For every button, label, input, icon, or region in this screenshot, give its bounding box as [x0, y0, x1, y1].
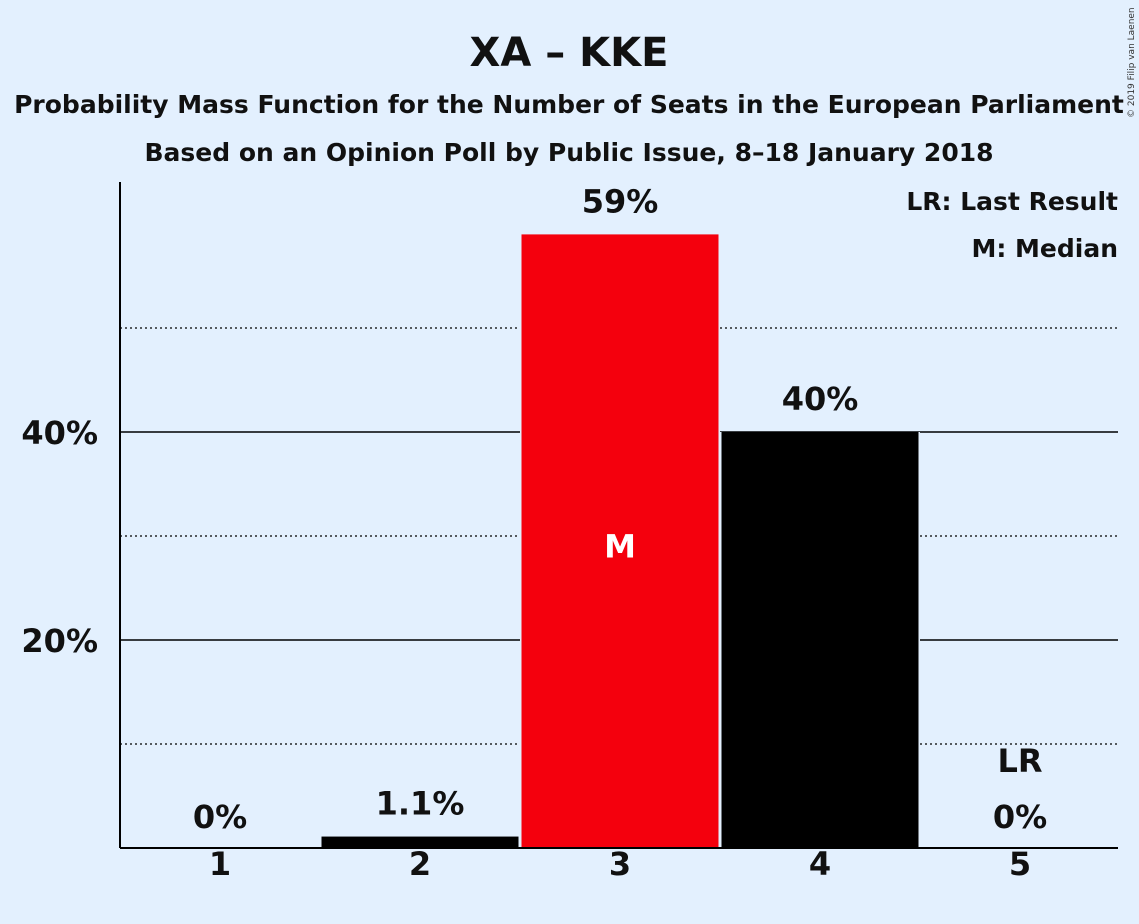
chart-title: XA – KKE: [470, 30, 669, 76]
chart-subtitle-method: Probability Mass Function for the Number…: [14, 90, 1124, 119]
data-label: 59%: [582, 182, 659, 220]
x-tick-label: 2: [409, 845, 431, 883]
copyright-notice: © 2019 Filip van Laenen: [1127, 7, 1137, 118]
data-label: 0%: [993, 798, 1047, 836]
y-tick-label: 40%: [21, 414, 98, 452]
x-tick-label: 5: [1009, 845, 1031, 883]
chart-subtitle-source: Based on an Opinion Poll by Public Issue…: [144, 138, 993, 167]
legend-median: M: Median: [971, 234, 1118, 263]
bar: [321, 836, 519, 848]
bar: [721, 432, 919, 848]
bar: [521, 234, 719, 848]
axes: 20% 40% 1 2 3 4 5: [21, 182, 1118, 883]
data-label: 0%: [193, 798, 247, 836]
last-result-marker: LR: [997, 742, 1042, 780]
data-label: 40%: [782, 380, 859, 418]
x-tick-label: 4: [809, 845, 831, 883]
data-label: 1.1%: [376, 785, 465, 823]
x-tick-label: 3: [609, 845, 631, 883]
legend-last-result: LR: Last Result: [906, 187, 1118, 216]
x-tick-label: 1: [209, 845, 231, 883]
y-tick-label: 20%: [21, 622, 98, 660]
bars: [320, 234, 920, 848]
median-marker: M: [604, 527, 636, 565]
data-labels: 0% 1.1% 59% M 40% 0% LR: [193, 182, 1047, 836]
